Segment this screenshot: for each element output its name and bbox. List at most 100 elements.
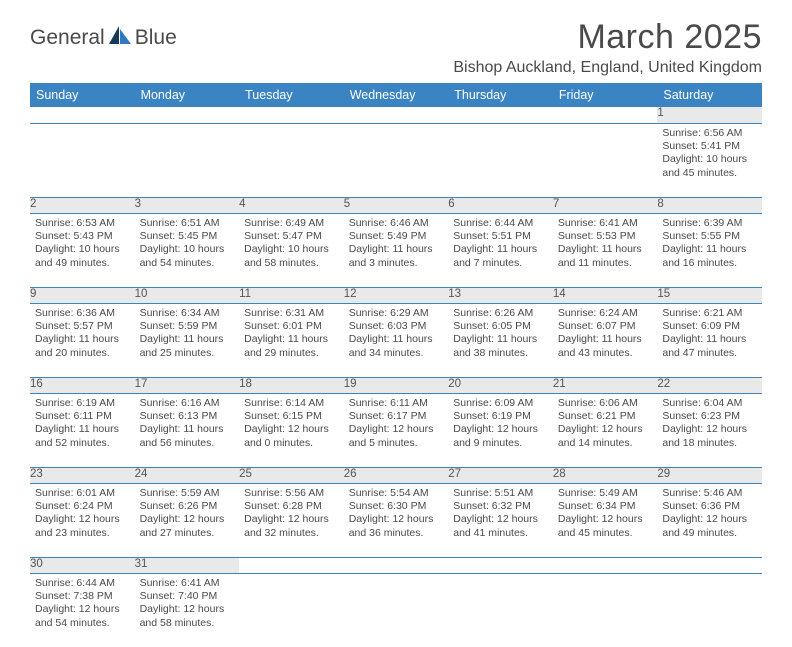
week-row: Sunrise: 6:56 AMSunset: 5:41 PMDaylight:… — [30, 123, 762, 197]
day-cell: Sunrise: 6:49 AMSunset: 5:47 PMDaylight:… — [239, 213, 344, 287]
sunrise-text: Sunrise: 6:04 AM — [662, 397, 757, 410]
daylight-text: Daylight: 11 hours and 38 minutes. — [453, 333, 548, 360]
day-cell — [344, 123, 449, 197]
day-cell: Sunrise: 6:51 AMSunset: 5:45 PMDaylight:… — [135, 213, 240, 287]
sunrise-text: Sunrise: 6:29 AM — [349, 307, 444, 320]
sunset-text: Sunset: 7:40 PM — [140, 590, 235, 603]
day-cell: Sunrise: 6:06 AMSunset: 6:21 PMDaylight:… — [553, 393, 658, 467]
day-cell: Sunrise: 6:44 AMSunset: 7:38 PMDaylight:… — [30, 573, 135, 647]
daylight-text: Daylight: 12 hours and 36 minutes. — [349, 513, 444, 540]
day-cell — [239, 573, 344, 647]
day-cell: Sunrise: 6:46 AMSunset: 5:49 PMDaylight:… — [344, 213, 449, 287]
daylight-text: Daylight: 11 hours and 20 minutes. — [35, 333, 130, 360]
sunrise-text: Sunrise: 6:21 AM — [662, 307, 757, 320]
sunset-text: Sunset: 5:43 PM — [35, 230, 130, 243]
sunrise-text: Sunrise: 6:11 AM — [349, 397, 444, 410]
sunset-text: Sunset: 5:55 PM — [662, 230, 757, 243]
day-number: 24 — [135, 467, 240, 483]
sunrise-text: Sunrise: 6:44 AM — [453, 217, 548, 230]
day-cell — [239, 123, 344, 197]
day-content: Sunrise: 5:59 AMSunset: 6:26 PMDaylight:… — [135, 484, 240, 543]
sunset-text: Sunset: 6:24 PM — [35, 500, 130, 513]
day-content: Sunrise: 5:51 AMSunset: 6:32 PMDaylight:… — [448, 484, 553, 543]
sunset-text: Sunset: 6:36 PM — [662, 500, 757, 513]
weekday-header: Monday — [135, 83, 240, 107]
sunset-text: Sunset: 6:19 PM — [453, 410, 548, 423]
day-number — [239, 107, 344, 123]
day-cell: Sunrise: 6:31 AMSunset: 6:01 PMDaylight:… — [239, 303, 344, 377]
day-number: 27 — [448, 467, 553, 483]
sunset-text: Sunset: 6:21 PM — [558, 410, 653, 423]
day-content: Sunrise: 6:06 AMSunset: 6:21 PMDaylight:… — [553, 394, 658, 453]
logo-text-blue: Blue — [135, 26, 177, 50]
day-number — [448, 107, 553, 123]
day-content: Sunrise: 5:56 AMSunset: 6:28 PMDaylight:… — [239, 484, 344, 543]
day-content: Sunrise: 6:36 AMSunset: 5:57 PMDaylight:… — [30, 304, 135, 363]
sunset-text: Sunset: 5:57 PM — [35, 320, 130, 333]
day-number — [553, 557, 658, 573]
day-content: Sunrise: 6:39 AMSunset: 5:55 PMDaylight:… — [657, 214, 762, 273]
day-cell: Sunrise: 6:04 AMSunset: 6:23 PMDaylight:… — [657, 393, 762, 467]
day-cell: Sunrise: 6:41 AMSunset: 7:40 PMDaylight:… — [135, 573, 240, 647]
day-number: 11 — [239, 287, 344, 303]
sunset-text: Sunset: 6:30 PM — [349, 500, 444, 513]
day-content: Sunrise: 6:19 AMSunset: 6:11 PMDaylight:… — [30, 394, 135, 453]
calendar-table: Sunday Monday Tuesday Wednesday Thursday… — [30, 83, 762, 647]
day-cell: Sunrise: 6:56 AMSunset: 5:41 PMDaylight:… — [657, 123, 762, 197]
day-cell: Sunrise: 5:56 AMSunset: 6:28 PMDaylight:… — [239, 483, 344, 557]
daylight-text: Daylight: 11 hours and 52 minutes. — [35, 423, 130, 450]
day-number: 2 — [30, 197, 135, 213]
day-cell — [30, 123, 135, 197]
sunrise-text: Sunrise: 5:56 AM — [244, 487, 339, 500]
day-content: Sunrise: 6:51 AMSunset: 5:45 PMDaylight:… — [135, 214, 240, 273]
daylight-text: Daylight: 12 hours and 32 minutes. — [244, 513, 339, 540]
day-cell: Sunrise: 6:53 AMSunset: 5:43 PMDaylight:… — [30, 213, 135, 287]
day-content: Sunrise: 5:54 AMSunset: 6:30 PMDaylight:… — [344, 484, 449, 543]
daylight-text: Daylight: 11 hours and 11 minutes. — [558, 243, 653, 270]
day-cell: Sunrise: 6:36 AMSunset: 5:57 PMDaylight:… — [30, 303, 135, 377]
daylight-text: Daylight: 12 hours and 49 minutes. — [662, 513, 757, 540]
weekday-header: Sunday — [30, 83, 135, 107]
sunset-text: Sunset: 6:13 PM — [140, 410, 235, 423]
daylight-text: Daylight: 12 hours and 45 minutes. — [558, 513, 653, 540]
logo-text-general: General — [30, 26, 105, 50]
daylight-text: Daylight: 12 hours and 27 minutes. — [140, 513, 235, 540]
day-number: 18 — [239, 377, 344, 393]
day-content: Sunrise: 6:44 AMSunset: 5:51 PMDaylight:… — [448, 214, 553, 273]
daylight-text: Daylight: 12 hours and 58 minutes. — [140, 603, 235, 630]
sunset-text: Sunset: 6:03 PM — [349, 320, 444, 333]
day-cell — [448, 573, 553, 647]
day-number: 6 — [448, 197, 553, 213]
day-cell: Sunrise: 5:46 AMSunset: 6:36 PMDaylight:… — [657, 483, 762, 557]
daynum-row: 9101112131415 — [30, 287, 762, 303]
sunrise-text: Sunrise: 6:19 AM — [35, 397, 130, 410]
page-subtitle: Bishop Auckland, England, United Kingdom — [453, 59, 762, 77]
week-row: Sunrise: 6:44 AMSunset: 7:38 PMDaylight:… — [30, 573, 762, 647]
sunrise-text: Sunrise: 6:56 AM — [662, 127, 757, 140]
sunrise-text: Sunrise: 6:06 AM — [558, 397, 653, 410]
day-cell: Sunrise: 6:24 AMSunset: 6:07 PMDaylight:… — [553, 303, 658, 377]
daylight-text: Daylight: 10 hours and 45 minutes. — [662, 153, 757, 180]
day-content: Sunrise: 6:44 AMSunset: 7:38 PMDaylight:… — [30, 574, 135, 633]
weekday-header: Tuesday — [239, 83, 344, 107]
day-cell: Sunrise: 6:09 AMSunset: 6:19 PMDaylight:… — [448, 393, 553, 467]
daylight-text: Daylight: 10 hours and 58 minutes. — [244, 243, 339, 270]
sunset-text: Sunset: 6:05 PM — [453, 320, 548, 333]
day-number: 5 — [344, 197, 449, 213]
day-content: Sunrise: 6:16 AMSunset: 6:13 PMDaylight:… — [135, 394, 240, 453]
day-number: 14 — [553, 287, 658, 303]
daylight-text: Daylight: 12 hours and 9 minutes. — [453, 423, 548, 450]
day-number — [448, 557, 553, 573]
title-block: March 2025 Bishop Auckland, England, Uni… — [453, 18, 762, 77]
day-number: 31 — [135, 557, 240, 573]
weekday-header: Friday — [553, 83, 658, 107]
day-number: 30 — [30, 557, 135, 573]
day-cell: Sunrise: 5:54 AMSunset: 6:30 PMDaylight:… — [344, 483, 449, 557]
day-number: 19 — [344, 377, 449, 393]
day-number — [344, 107, 449, 123]
day-number: 29 — [657, 467, 762, 483]
day-cell — [553, 573, 658, 647]
day-content: Sunrise: 6:11 AMSunset: 6:17 PMDaylight:… — [344, 394, 449, 453]
weekday-header: Wednesday — [344, 83, 449, 107]
daylight-text: Daylight: 11 hours and 47 minutes. — [662, 333, 757, 360]
